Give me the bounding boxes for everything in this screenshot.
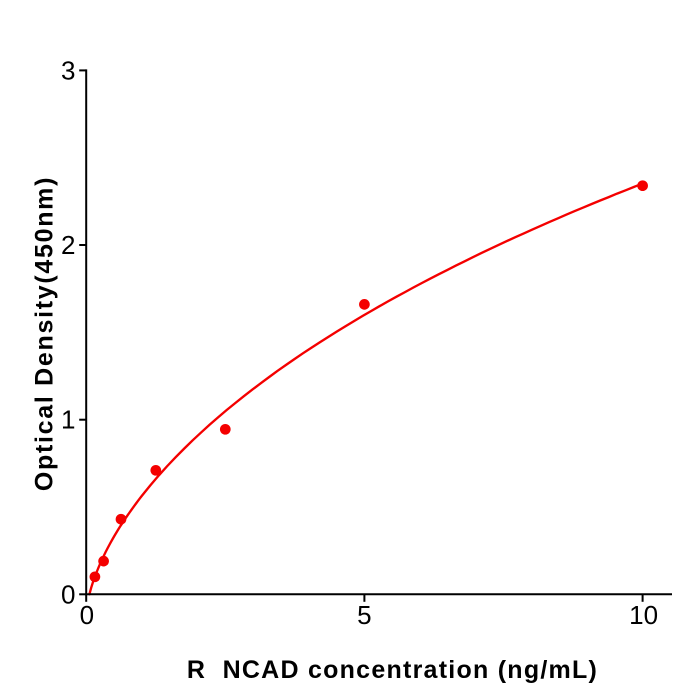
svg-text:Optical Density(450nm): Optical Density(450nm) [31,176,59,491]
svg-text:R NCAD concentration (ng/mL): R NCAD concentration (ng/mL) [187,656,598,684]
svg-text:0: 0 [61,579,75,609]
svg-text:2: 2 [61,230,75,260]
svg-text:5: 5 [357,600,371,630]
svg-text:10: 10 [629,600,658,630]
svg-text:1: 1 [61,405,75,435]
svg-text:0: 0 [80,600,94,630]
svg-text:3: 3 [61,55,75,85]
